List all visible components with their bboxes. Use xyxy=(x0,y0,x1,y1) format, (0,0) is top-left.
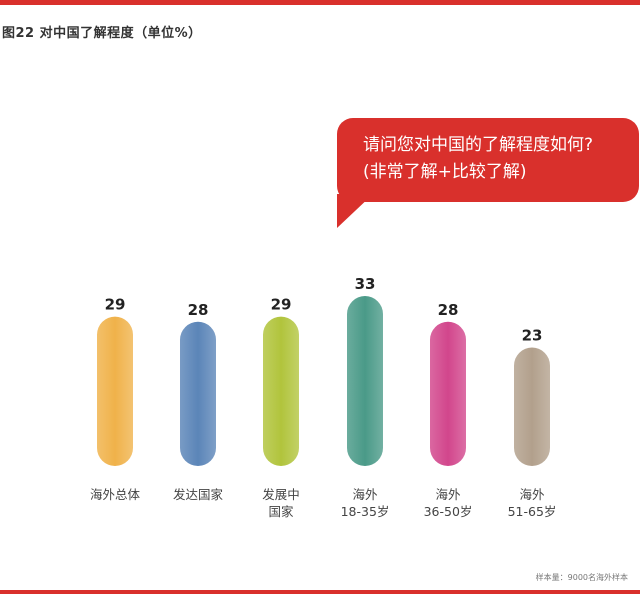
bar-value-label-2: 29 xyxy=(271,296,292,314)
category-label-1: 发达国家 xyxy=(153,486,243,503)
category-label-0: 海外总体 xyxy=(70,486,160,503)
bar-1 xyxy=(180,321,216,466)
bar-chart: 29 28 29 33 28 23 xyxy=(97,275,550,466)
category-label-line: 海外 xyxy=(435,487,461,502)
bar-5 xyxy=(514,347,550,466)
bar-2 xyxy=(263,316,299,466)
chart-title: 图22 对中国了解程度（单位%） xyxy=(2,26,202,41)
speech-bubble-tail xyxy=(337,194,373,228)
speech-bubble xyxy=(337,118,639,202)
category-label-line: 发展中 xyxy=(262,487,300,502)
category-label-2: 发展中 国家 xyxy=(236,486,326,520)
speech-bubble-text: 请问您对中国的了解程度如何? (非常了解+比较了解) xyxy=(363,132,633,186)
bubble-subtitle: (非常了解+比较了解) xyxy=(363,162,527,182)
bar-value-label-3: 33 xyxy=(355,275,376,293)
top-rule xyxy=(0,0,640,5)
bar-0 xyxy=(97,316,133,466)
category-label-line: 海外 xyxy=(352,487,378,502)
category-label-line: 海外 xyxy=(519,487,545,502)
category-label-5: 海外 51-65岁 xyxy=(487,486,577,520)
category-label-line: 51-65岁 xyxy=(507,504,557,519)
bar-4 xyxy=(430,321,466,466)
bar-3 xyxy=(347,296,383,466)
bar-value-label-4: 28 xyxy=(438,301,459,319)
category-label-line: 海外总体 xyxy=(89,487,140,502)
category-label-line: 36-50岁 xyxy=(423,504,473,519)
sample-footnote: 样本量：9000名海外样本 xyxy=(535,573,628,582)
category-label-line: 发达国家 xyxy=(172,487,223,502)
bottom-rule xyxy=(0,590,640,594)
bar-value-label-5: 23 xyxy=(522,327,543,345)
category-label-3: 海外 18-35岁 xyxy=(320,486,410,520)
bubble-question: 请问您对中国的了解程度如何? xyxy=(363,135,594,155)
category-label-4: 海外 36-50岁 xyxy=(403,486,493,520)
bar-value-label-1: 28 xyxy=(188,301,209,319)
bar-value-label-0: 29 xyxy=(105,296,126,314)
category-label-line: 国家 xyxy=(268,504,294,519)
category-label-line: 18-35岁 xyxy=(340,504,390,519)
